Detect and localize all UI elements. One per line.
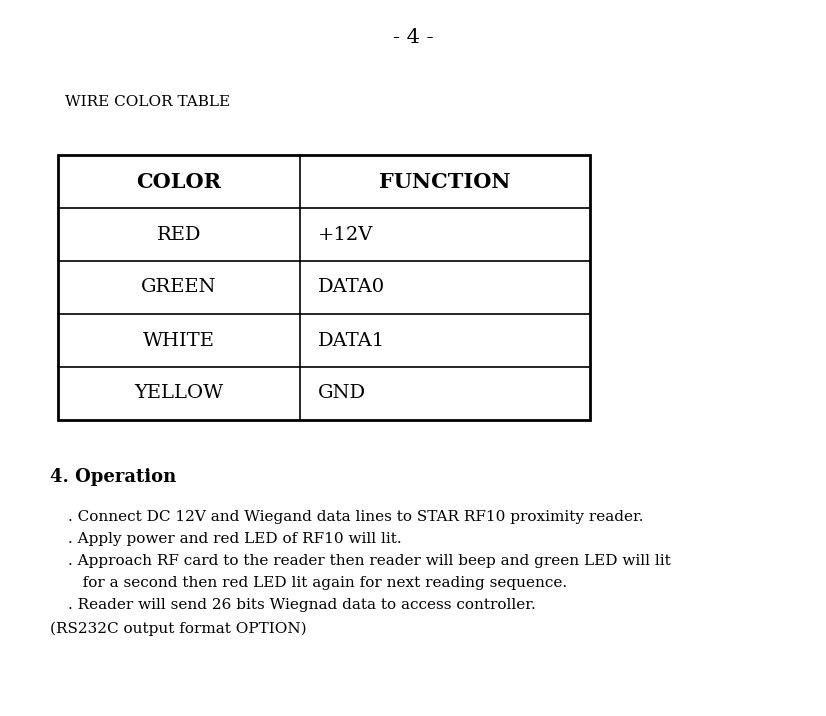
Text: . Connect DC 12V and Wiegand data lines to STAR RF10 proximity reader.: . Connect DC 12V and Wiegand data lines … [68, 510, 643, 524]
Text: YELLOW: YELLOW [135, 384, 224, 402]
Text: 4. Operation: 4. Operation [50, 468, 176, 486]
Bar [58, 155, 590, 420]
Text: WIRE COLOR TABLE: WIRE COLOR TABLE [65, 95, 230, 109]
Text: for a second then red LED lit again for next reading sequence.: for a second then red LED lit again for … [68, 576, 567, 590]
Text: WHITE: WHITE [143, 332, 215, 349]
Text: COLOR: COLOR [136, 172, 221, 191]
Text: . Reader will send 26 bits Wiegnad data to access controller.: . Reader will send 26 bits Wiegnad data … [68, 598, 536, 612]
Text: . Apply power and red LED of RF10 will lit.: . Apply power and red LED of RF10 will l… [68, 532, 401, 546]
Text: GREEN: GREEN [141, 279, 216, 296]
Text: . Approach RF card to the reader then reader will beep and green LED will lit: . Approach RF card to the reader then re… [68, 554, 671, 568]
Text: +12V: +12V [318, 226, 373, 243]
Text: DATA1: DATA1 [318, 332, 385, 349]
Text: GND: GND [318, 384, 366, 402]
Text: (RS232C output format OPTION): (RS232C output format OPTION) [50, 622, 306, 637]
Text: - 4 -: - 4 - [392, 28, 434, 47]
Text: FUNCTION: FUNCTION [379, 172, 510, 191]
Text: RED: RED [157, 226, 202, 243]
Text: DATA0: DATA0 [318, 279, 385, 296]
